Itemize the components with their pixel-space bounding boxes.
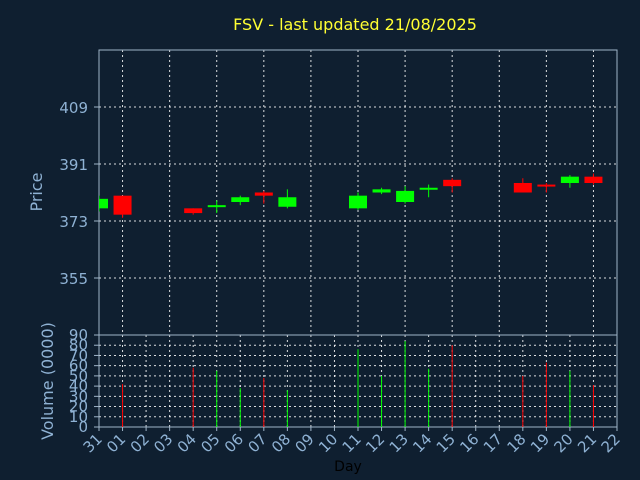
x-tick-label: 16 — [456, 430, 482, 456]
candle-body — [372, 189, 391, 193]
candle-body — [349, 195, 367, 209]
price-tick-label: 373 — [59, 213, 88, 231]
x-axis-label: Day — [334, 459, 362, 475]
candle-12 — [372, 187, 391, 195]
volume-axis-label: Volume (0000) — [38, 322, 57, 440]
x-tick-label: 05 — [197, 430, 223, 456]
candle-15 — [443, 178, 462, 193]
price-tick-label: 391 — [59, 156, 88, 174]
candle-body — [443, 179, 462, 187]
volume-tick-label: 40 — [69, 377, 88, 395]
chart-title: FSV - last updated 21/08/2025 — [233, 15, 477, 34]
price-grid — [99, 50, 617, 335]
volume-tick-label: 20 — [69, 398, 88, 416]
candle-13 — [396, 186, 415, 204]
price-axis-label: Price — [27, 172, 46, 211]
candle-body — [419, 187, 438, 190]
x-tick-label: 11 — [339, 430, 365, 456]
x-tick-label: 22 — [598, 430, 624, 456]
price-tick-label: 355 — [59, 270, 88, 288]
volume-tick-label: 80 — [69, 336, 88, 354]
candle-body — [231, 197, 250, 202]
volume-bars — [122, 341, 594, 427]
x-tick-label: 19 — [527, 430, 553, 456]
candle-04 — [184, 208, 203, 215]
x-tick-label: 07 — [244, 430, 270, 456]
x-tick-label: 06 — [221, 430, 247, 456]
candle-body — [99, 198, 108, 209]
x-tick-label: 15 — [433, 430, 459, 456]
candle-08 — [278, 189, 297, 209]
candle-20 — [560, 175, 579, 188]
volume-tick-label: 90 — [69, 326, 88, 344]
candle-01 — [113, 195, 132, 218]
candle-05 — [207, 200, 226, 214]
x-tick-label: 18 — [503, 430, 529, 456]
volume-tick-label: 50 — [69, 367, 88, 385]
candles — [99, 173, 603, 218]
x-tick-label: 13 — [386, 430, 412, 456]
candle-06 — [231, 195, 250, 206]
candle-body — [537, 184, 556, 187]
candle-31 — [99, 195, 108, 212]
candle-body — [278, 197, 297, 207]
candle-14 — [419, 184, 438, 198]
candle-19 — [537, 183, 556, 193]
candle-body — [113, 195, 132, 215]
candle-18 — [513, 178, 532, 193]
candle-body — [513, 183, 532, 193]
x-tick-label: 03 — [150, 430, 176, 456]
x-tick-label: 20 — [551, 430, 577, 456]
candle-body — [584, 176, 603, 183]
volume-tick-label: 0 — [78, 418, 88, 436]
candle-body — [207, 205, 226, 208]
volume-tick-label: 30 — [69, 387, 88, 405]
candle-21 — [584, 173, 603, 185]
x-tick-label: 01 — [103, 430, 129, 456]
candle-07 — [254, 190, 273, 204]
x-tick-label: 10 — [315, 430, 341, 456]
x-tick-label: 17 — [480, 430, 506, 456]
x-tick-label: 09 — [292, 430, 318, 456]
x-tick-label: 14 — [409, 430, 435, 456]
candle-body — [560, 176, 579, 183]
candle-body — [396, 190, 415, 202]
volume-tick-label: 70 — [69, 346, 88, 364]
candle-body — [184, 208, 203, 214]
price-tick-label: 409 — [59, 99, 88, 117]
x-ticks: 3101020304050607080910111213141516171819… — [80, 427, 624, 456]
x-tick-label: 04 — [174, 430, 200, 456]
candle-11 — [349, 192, 367, 210]
volume-tick-label: 60 — [69, 357, 88, 375]
x-tick-label: 02 — [127, 430, 153, 456]
x-tick-label: 21 — [574, 430, 600, 456]
price-y-ticks: 355 373 391 409 — [59, 99, 99, 288]
x-tick-label: 12 — [362, 430, 388, 456]
price-panel: 355 373 391 409 Price — [27, 49, 618, 336]
candle-body — [254, 192, 273, 196]
volume-tick-label: 10 — [69, 408, 88, 426]
x-tick-label: 08 — [268, 430, 294, 456]
